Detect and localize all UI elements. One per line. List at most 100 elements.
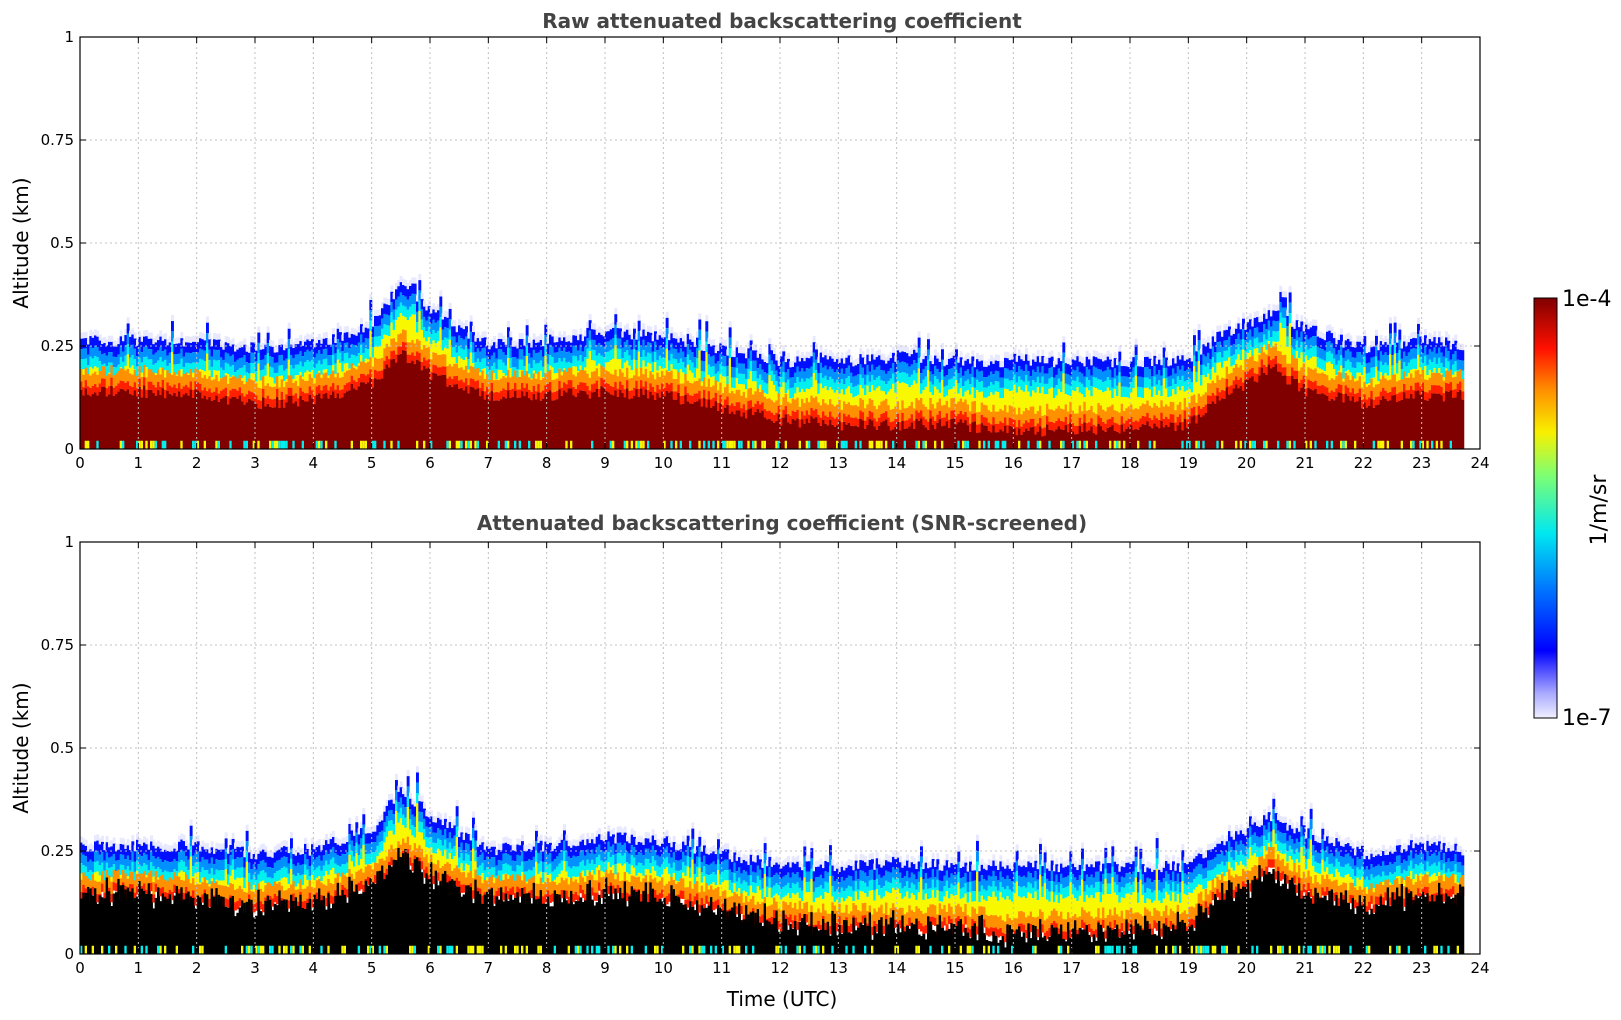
heatmap-cell: [693, 401, 697, 449]
heatmap-cell: [308, 394, 312, 449]
heatmap-cell: [474, 440, 478, 449]
heatmap-cell: [124, 328, 128, 336]
heatmap-cell: [486, 345, 489, 356]
heatmap-cell: [696, 368, 699, 381]
heatmap-cell: [703, 440, 706, 449]
heatmap-cell: [738, 363, 741, 374]
heatmap-cell: [544, 393, 548, 449]
heatmap-cell: [605, 370, 608, 383]
heatmap-cell: [521, 349, 524, 360]
heatmap-cell: [558, 337, 562, 348]
heatmap-cell: [329, 338, 333, 345]
heatmap-cell: [593, 339, 597, 351]
heatmap-cell: [917, 331, 921, 338]
heatmap-cell: [808, 414, 811, 423]
heatmap-cell: [663, 440, 667, 449]
heatmap-cell: [175, 337, 179, 344]
heatmap-cell: [348, 331, 352, 338]
heatmap-cell: [273, 440, 277, 449]
heatmap-cell: [229, 390, 233, 399]
heatmap-cell: [768, 337, 772, 345]
heatmap-cell: [110, 335, 114, 342]
heatmap-cell: [425, 304, 429, 311]
heatmap-cell: [455, 342, 459, 353]
heatmap-cell: [476, 380, 480, 389]
heatmap-cell: [656, 372, 660, 385]
heatmap-cell: [257, 408, 261, 449]
heatmap-cell: [416, 359, 419, 449]
heatmap-cell: [712, 405, 716, 449]
heatmap-cell: [574, 397, 578, 449]
heatmap-cell: [507, 337, 510, 348]
heatmap-cell: [644, 368, 648, 382]
heatmap-cell: [759, 392, 762, 405]
heatmap-cell: [206, 378, 209, 392]
heatmap-cell: [623, 397, 627, 449]
heatmap-cell: [287, 387, 291, 396]
heatmap-cell: [766, 383, 769, 395]
heatmap-cell: [395, 362, 398, 449]
x-tick-label: 18: [1120, 454, 1139, 472]
heatmap-cell: [257, 387, 261, 400]
heatmap-cell: [756, 409, 760, 449]
heatmap-cell: [171, 331, 174, 342]
heatmap-cell: [642, 323, 646, 330]
heatmap-cell: [280, 379, 284, 392]
heatmap-cell: [770, 350, 774, 361]
heatmap-cell: [371, 366, 375, 380]
heatmap-cell: [290, 365, 293, 376]
heatmap-cell: [136, 356, 139, 367]
heatmap-cell: [406, 342, 410, 355]
heatmap-cell: [472, 387, 475, 449]
heatmap-cell: [206, 343, 209, 354]
heatmap-cell: [693, 346, 697, 358]
heatmap-cell: [285, 348, 289, 359]
heatmap-cell: [124, 365, 128, 371]
heatmap-cell: [285, 358, 289, 369]
heatmap-cell: [283, 399, 286, 408]
heatmap-cell: [1447, 334, 1451, 341]
heatmap-cell: [607, 362, 611, 372]
heatmap-cell: [745, 418, 748, 449]
y-tick-label: 0.5: [50, 234, 74, 252]
heatmap-cell: [388, 305, 391, 316]
heatmap-cell: [423, 365, 426, 449]
heatmap-cell: [157, 381, 160, 391]
heatmap-cell: [761, 380, 765, 391]
heatmap-cell: [731, 387, 734, 391]
heatmap-cell: [558, 347, 562, 359]
heatmap-cell: [117, 391, 121, 449]
heatmap-cell: [350, 440, 354, 449]
heatmap-cell: [651, 341, 655, 352]
heatmap-cell: [740, 416, 744, 449]
heatmap-cell: [185, 393, 188, 449]
heatmap-cell: [271, 340, 275, 347]
heatmap-cell: [773, 374, 776, 385]
heatmap-cell: [465, 440, 468, 449]
heatmap-cell: [322, 369, 326, 374]
heatmap-cell: [451, 357, 454, 367]
heatmap-cell: [794, 372, 797, 384]
heatmap-cell: [201, 339, 205, 350]
heatmap-cell: [378, 358, 382, 371]
heatmap-cell: [551, 380, 555, 393]
heatmap-cell: [369, 299, 373, 311]
heatmap-cell: [164, 389, 167, 399]
heatmap-cell: [213, 370, 216, 380]
heatmap-cell: [367, 328, 370, 339]
heatmap-cell: [453, 346, 457, 358]
heatmap-cell: [262, 349, 265, 360]
heatmap-cell: [348, 368, 352, 370]
heatmap-cell: [432, 364, 436, 373]
heatmap-cell: [717, 371, 720, 382]
heatmap-cell: [472, 379, 475, 388]
heatmap-cell: [796, 377, 800, 388]
heatmap-cell: [542, 340, 545, 347]
heatmap-cell: [665, 328, 669, 339]
heatmap-cell: [560, 351, 564, 362]
heatmap-cell: [672, 338, 676, 349]
heatmap-cell: [770, 400, 774, 413]
heatmap-cell: [166, 370, 170, 383]
heatmap-cell: [752, 350, 755, 361]
heatmap-cell: [460, 358, 464, 368]
